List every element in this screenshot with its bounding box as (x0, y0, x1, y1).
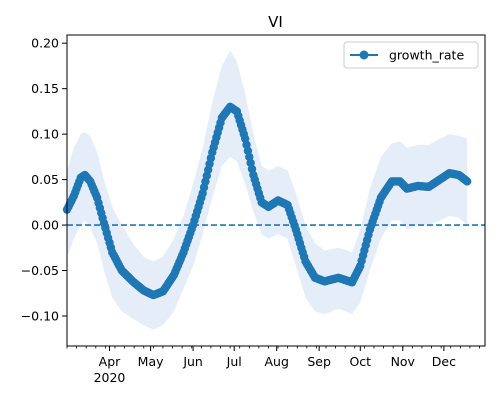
legend-marker-swatch (359, 50, 369, 60)
y-tick-label: 0.20 (31, 36, 59, 51)
x-tick-label: Aug (264, 354, 288, 369)
x-tick-label: Sep (307, 354, 331, 369)
legend-label-growth-rate: growth_rate (389, 48, 464, 63)
y-tick-label: 0.05 (31, 172, 59, 187)
x-tick-year-label: 2020 (94, 370, 126, 385)
legend-box (343, 41, 479, 69)
confidence-band (67, 50, 468, 330)
x-tick-label: Jun (182, 354, 203, 369)
x-tick-label: Jul (226, 354, 242, 369)
y-tick-label: 0.00 (31, 218, 59, 233)
y-tick-label: 0.15 (31, 81, 59, 96)
x-tick-label: May (138, 354, 164, 369)
chart-title: VI (268, 13, 283, 31)
x-tick-label: Oct (349, 354, 371, 369)
x-tick-label: Nov (391, 354, 416, 369)
y-tick-label: −0.05 (21, 263, 59, 278)
data-point (462, 177, 472, 186)
plot-frame (66, 34, 486, 347)
y-tick-label: 0.10 (31, 127, 59, 142)
y-axis: 0.20 0.15 0.10 0.05 0.00 −0.05 −0.10 (21, 36, 67, 323)
confidence-band-layer (67, 50, 468, 330)
y-tick-label: −0.10 (21, 308, 59, 323)
x-tick-label: Apr (99, 354, 121, 369)
x-tick-label: Dec (432, 354, 456, 369)
series-marker-layer (62, 102, 472, 300)
legend: growth_rate (343, 41, 479, 69)
